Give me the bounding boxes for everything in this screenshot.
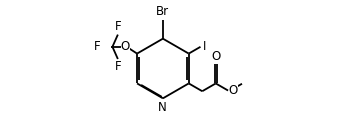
Text: N: N	[158, 101, 167, 114]
Text: F: F	[94, 40, 101, 53]
Text: I: I	[202, 40, 206, 53]
Text: F: F	[115, 60, 121, 73]
Text: O: O	[121, 40, 130, 53]
Text: O: O	[211, 50, 220, 63]
Text: F: F	[115, 20, 121, 33]
Text: Br: Br	[156, 5, 170, 18]
Text: O: O	[229, 84, 238, 97]
